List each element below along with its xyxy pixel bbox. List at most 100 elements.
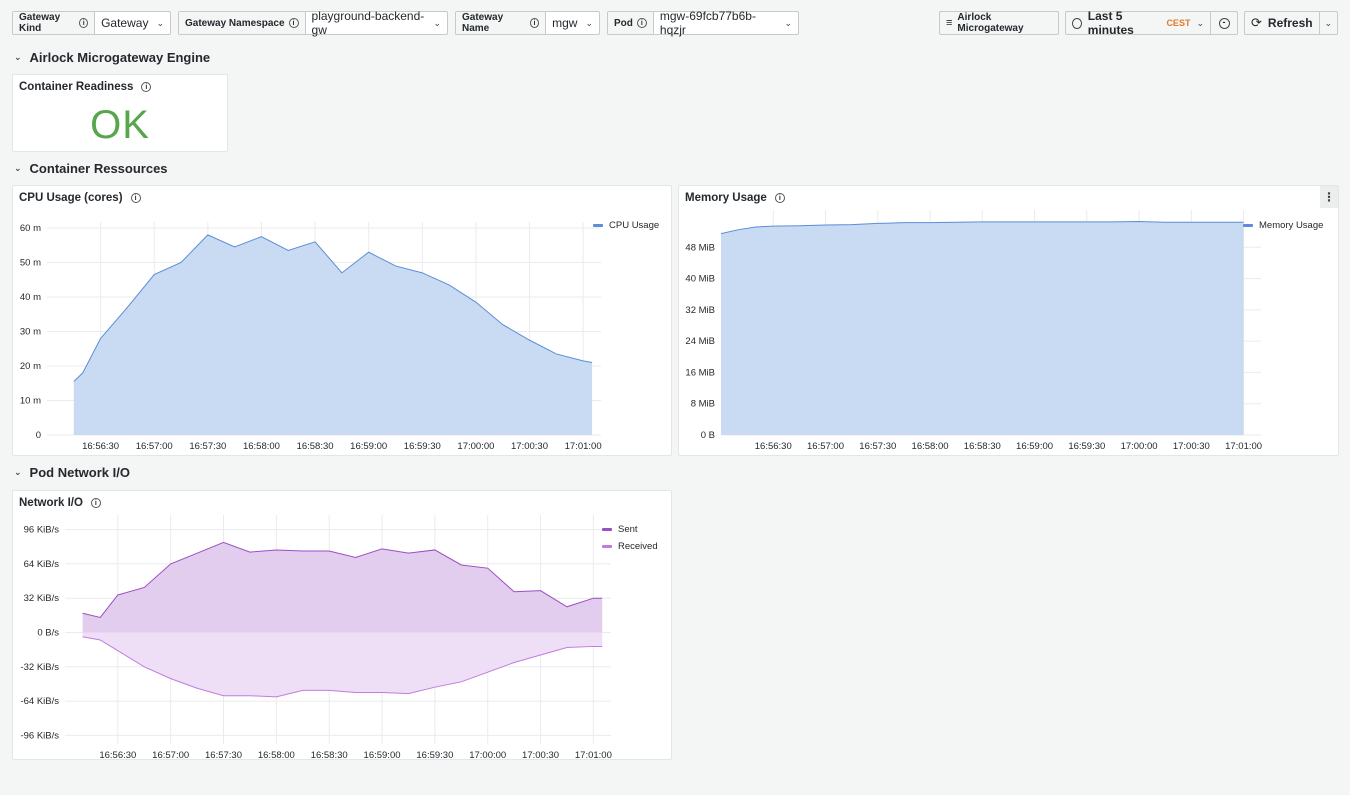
x-tick-label: 16:57:30	[189, 441, 226, 452]
chevron-down-icon: ⌄	[14, 52, 22, 62]
y-tick-label: 16 MiB	[685, 367, 715, 378]
legend-label: Received	[618, 541, 658, 552]
x-tick-label: 16:56:30	[755, 441, 792, 452]
y-tick-label: 64 KiB/s	[24, 559, 60, 570]
x-tick-label: 17:00:30	[511, 441, 548, 452]
info-icon[interactable]: i	[79, 18, 89, 28]
chevron-down-icon: ⌄	[1196, 17, 1204, 28]
info-icon[interactable]: i	[130, 193, 141, 203]
refresh-interval-dropdown[interactable]: ⌄	[1320, 12, 1337, 34]
refresh-icon: ⟳	[1251, 15, 1262, 30]
legend-item[interactable]: Memory Usage	[1243, 220, 1323, 231]
var-label: Gateway Namespace i	[179, 12, 306, 34]
panel-network-io: Network I/O i -96 KiB/s -64 KiB/s -32 KiB/s…	[12, 490, 673, 761]
gateway-name-select[interactable]: mgw ⌄	[552, 16, 593, 30]
cpu-usage-chart[interactable]: 0 10 m 20 m 30 m 40 m 50 m 60 m 16:56:30 16:57:0…	[13, 186, 673, 457]
x-tick-label: 17:01:00	[1225, 441, 1262, 452]
legend-item[interactable]: CPU Usage	[593, 220, 659, 231]
legend-swatch	[602, 528, 612, 531]
legend-label: Sent	[618, 524, 638, 535]
var-label: Pod i	[608, 12, 654, 34]
row-title: Container Ressources	[29, 161, 168, 176]
x-tick-label: 17:00:30	[1173, 441, 1210, 452]
x-tick-label: 16:59:30	[416, 750, 453, 761]
row-header-container-resources[interactable]: ⌄ Container Ressources	[14, 161, 168, 176]
panel-title: Network I/O i	[19, 497, 101, 509]
list-icon: ≡	[946, 17, 953, 29]
time-range-picker[interactable]: Last 5 minutes CEST ⌄	[1066, 9, 1211, 37]
panel-title: Memory Usage i	[685, 192, 785, 204]
legend-item[interactable]: Sent	[602, 524, 658, 535]
network-legend: Sent Received	[602, 524, 658, 552]
y-tick-label: 50 m	[20, 258, 41, 269]
y-tick-label: 40 MiB	[685, 274, 715, 285]
legend-swatch	[1243, 224, 1253, 227]
x-tick-label: 17:01:00	[565, 441, 602, 452]
series-area-sent	[82, 542, 603, 633]
info-icon[interactable]: i	[529, 18, 540, 28]
chevron-down-icon: ⌄	[433, 17, 441, 28]
panel-container-readiness: Container Readiness i OK	[12, 74, 228, 152]
x-tick-label: 16:58:30	[964, 441, 1001, 452]
series-line-received	[82, 636, 603, 698]
y-tick-label: 96 KiB/s	[24, 525, 60, 536]
dashboard-link-label: Airlock Microgateway	[957, 12, 1024, 34]
x-tick-label: 16:58:30	[311, 750, 348, 761]
network-io-chart[interactable]: -96 KiB/s -64 KiB/s -32 KiB/s 0 B/s 32 KiB/s…	[13, 491, 673, 761]
y-tick-label: 32 MiB	[685, 305, 715, 316]
info-icon[interactable]: i	[636, 18, 647, 28]
time-range-group: Last 5 minutes CEST ⌄ -	[1065, 9, 1238, 37]
gateway-kind-select[interactable]: Gateway ⌄	[101, 16, 164, 30]
x-tick-label: 17:00:00	[457, 441, 494, 452]
x-tick-label: 16:57:00	[807, 441, 844, 452]
legend-swatch	[593, 224, 603, 227]
var-gateway-name: Gateway Name i mgw ⌄	[455, 11, 600, 35]
x-tick-label: 16:57:30	[859, 441, 896, 452]
clock-icon	[1072, 17, 1082, 29]
y-tick-label: 40 m	[20, 292, 41, 303]
y-tick-label: 0	[36, 430, 41, 441]
x-tick-label: 17:00:00	[1121, 441, 1158, 452]
y-tick-label: -32 KiB/s	[20, 662, 59, 673]
info-icon[interactable]: i	[90, 498, 101, 508]
y-tick-label: 8 MiB	[691, 399, 715, 410]
dashboard-link-button[interactable]: ≡ Airlock Microgateway	[939, 11, 1059, 35]
memory-usage-chart[interactable]: 0 B 8 MiB 16 MiB 24 MiB 32 MiB 40 MiB 48 MiB 16…	[679, 186, 1340, 457]
y-tick-label: -96 KiB/s	[20, 730, 59, 741]
cpu-legend: CPU Usage	[593, 220, 659, 231]
gateway-namespace-select[interactable]: playground-backend-gw ⌄	[311, 9, 441, 37]
panel-menu-icon[interactable]: ⋮	[1320, 186, 1338, 208]
x-tick-label: 16:56:30	[99, 750, 136, 761]
row-title: Airlock Microgateway Engine	[29, 50, 211, 65]
legend-label: CPU Usage	[609, 220, 660, 231]
series-area-cpu-usage	[73, 234, 593, 435]
series-line-memory-usage	[720, 220, 1244, 235]
x-tick-label: 16:59:00	[1016, 441, 1053, 452]
info-icon[interactable]: i	[141, 82, 152, 92]
refresh-button[interactable]: ⟳ Refresh	[1245, 12, 1320, 34]
x-tick-label: 16:59:30	[404, 441, 441, 452]
x-tick-label: 16:56:30	[82, 441, 119, 452]
info-icon[interactable]: i	[288, 18, 299, 28]
zoom-out-button[interactable]: -	[1211, 12, 1237, 34]
var-gateway-namespace: Gateway Namespace i playground-backend-gw…	[178, 9, 448, 37]
x-tick-label: 16:59:00	[364, 750, 401, 761]
chevron-down-icon: ⌄	[784, 17, 792, 28]
zoom-out-icon: -	[1218, 17, 1230, 29]
row-header-engine[interactable]: ⌄ Airlock Microgateway Engine	[14, 50, 210, 65]
x-tick-label: 16:57:00	[136, 441, 173, 452]
row-header-pod-network[interactable]: ⌄ Pod Network I/O	[14, 465, 130, 480]
chevron-down-icon: ⌄	[1324, 17, 1333, 28]
refresh-label: Refresh	[1267, 16, 1313, 30]
chevron-down-icon: ⌄	[585, 17, 593, 28]
chevron-down-icon: ⌄	[14, 163, 22, 173]
series-area-received	[82, 632, 603, 697]
timezone-badge: CEST	[1166, 18, 1191, 28]
pod-select[interactable]: mgw-69fcb77b6b-hqzjr ⌄	[659, 9, 792, 37]
legend-item[interactable]: Received	[602, 541, 658, 552]
chevron-down-icon: ⌄	[14, 467, 22, 477]
x-tick-label: 16:59:00	[350, 441, 387, 452]
series-line-cpu-usage	[73, 234, 593, 382]
info-icon[interactable]: i	[774, 193, 785, 203]
